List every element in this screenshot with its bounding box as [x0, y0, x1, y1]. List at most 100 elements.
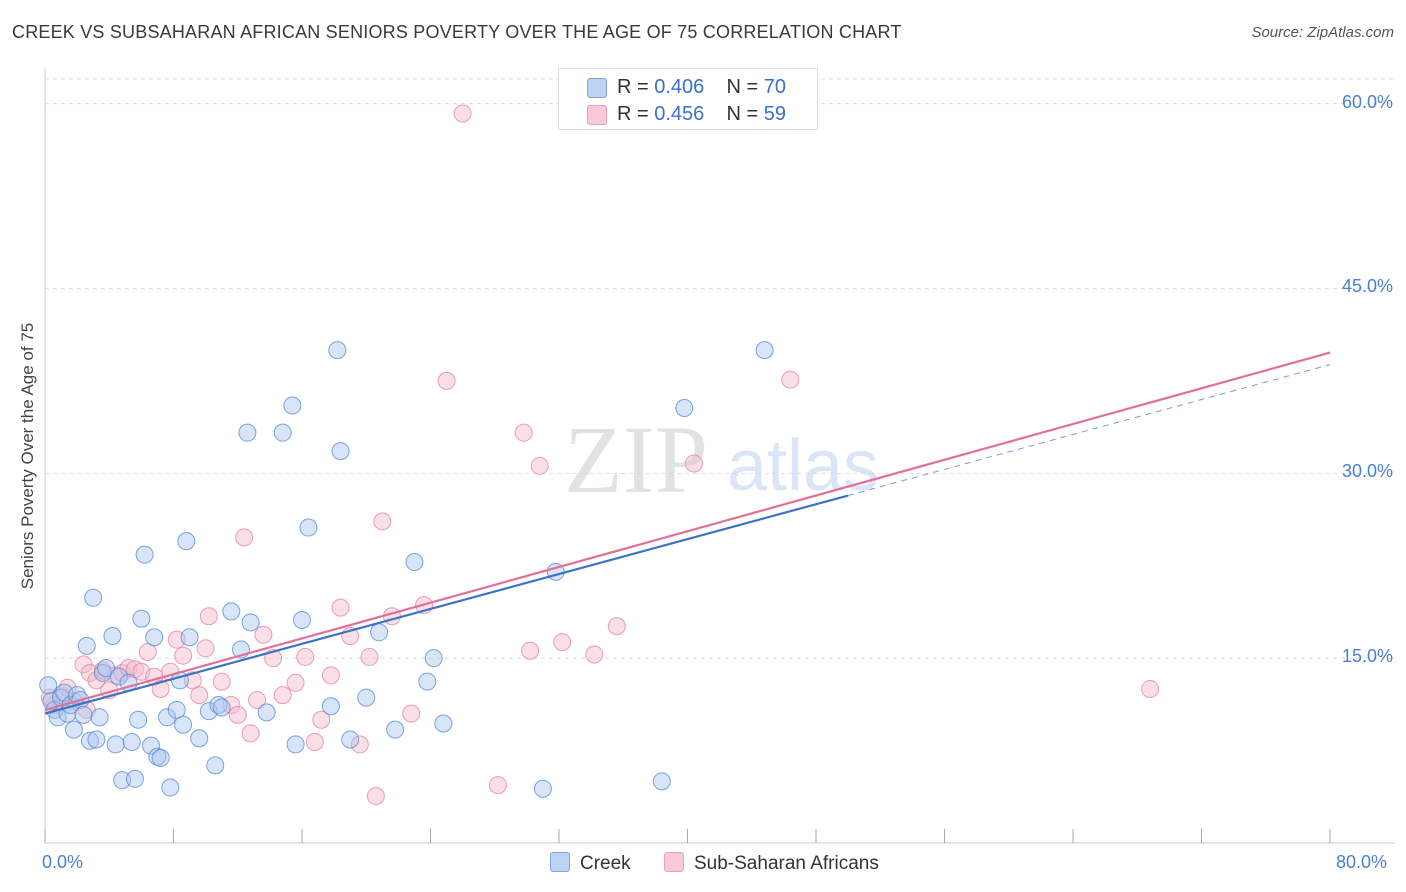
data-point-ssa [530, 456, 549, 475]
data-point-creek [48, 708, 67, 727]
data-point-creek [418, 672, 437, 691]
data-point-ssa [305, 732, 324, 751]
data-point-creek [299, 518, 318, 537]
bottom-legend-swatch-ssa [664, 852, 684, 872]
data-point-ssa [514, 423, 533, 442]
data-point-creek [755, 341, 774, 360]
data-point-creek [328, 341, 347, 360]
data-point-ssa [553, 633, 572, 652]
legend-r-ssa: 0.456 [654, 103, 705, 125]
data-point-ssa [190, 686, 209, 705]
legend-n-label: N = [726, 103, 759, 125]
data-point-ssa [402, 704, 421, 723]
data-point-creek [177, 532, 196, 551]
y-tick-label: 30.0% [1341, 461, 1393, 482]
legend-n-creek: 70 [763, 76, 787, 98]
data-point-ssa [254, 625, 273, 644]
data-point-ssa [228, 705, 247, 724]
data-point-creek [293, 610, 311, 629]
data-point-creek [151, 748, 170, 767]
data-point-ssa [196, 639, 215, 658]
data-point-creek [283, 396, 302, 415]
legend-n-label: N = [726, 76, 759, 98]
data-point-ssa [296, 647, 315, 666]
data-point-creek [145, 628, 164, 647]
data-point-creek [106, 735, 125, 754]
data-point-creek [209, 695, 228, 714]
data-point-creek [142, 736, 161, 755]
data-point-creek [84, 588, 103, 607]
data-point-ssa [174, 646, 193, 665]
data-point-ssa [331, 598, 350, 617]
series-ssa-points [40, 94, 1160, 806]
data-point-ssa [286, 673, 305, 692]
data-point-creek [77, 636, 96, 655]
bottom-legend-swatch-creek [550, 852, 570, 872]
legend-r-label: R = [617, 76, 649, 98]
legend-r-label: R = [617, 103, 649, 125]
data-point-creek [434, 714, 453, 733]
data-point-ssa [151, 679, 170, 698]
data-point-ssa [87, 671, 106, 690]
bottom-legend-label-ssa: Sub-Saharan Africans [694, 853, 879, 874]
data-point-creek [129, 710, 148, 729]
data-point-ssa [366, 787, 385, 806]
bottom-legend-label-creek: Creek [580, 853, 631, 874]
data-point-creek [357, 688, 376, 707]
data-point-creek [97, 659, 116, 678]
trend-line-creek-extension [847, 364, 1331, 496]
trend-line-ssa [44, 351, 1331, 711]
data-point-creek [158, 708, 177, 727]
bottom-legend-creek: Creek [550, 852, 631, 875]
data-point-ssa [607, 617, 626, 636]
data-point-ssa [373, 512, 392, 531]
data-point-ssa [1141, 679, 1160, 698]
data-point-ssa [521, 641, 540, 660]
data-point-creek [161, 778, 180, 797]
y-tick-label: 15.0% [1341, 646, 1393, 667]
data-point-creek [652, 772, 671, 791]
data-point-ssa [199, 607, 218, 626]
data-point-ssa [437, 371, 456, 390]
data-point-ssa [235, 528, 254, 547]
y-tick-label: 45.0% [1341, 276, 1393, 297]
data-point-creek [90, 708, 109, 727]
data-point-ssa [321, 666, 340, 685]
data-point-creek [206, 756, 225, 775]
data-point-ssa [585, 645, 604, 664]
data-point-creek [113, 771, 132, 790]
data-point-ssa [488, 776, 507, 795]
data-point-creek [132, 609, 151, 628]
data-point-creek [190, 729, 209, 748]
data-point-creek [370, 623, 389, 642]
series-creek-points [39, 341, 774, 798]
data-point-ssa [312, 710, 331, 729]
data-point-ssa [248, 691, 267, 710]
watermark-zip: ZIP [564, 406, 708, 513]
data-point-creek [109, 667, 128, 686]
data-point-creek [331, 442, 350, 461]
data-point-creek [64, 720, 83, 739]
trend-lines [44, 351, 1331, 715]
data-point-ssa [350, 735, 369, 754]
bottom-legend-ssa: Sub-Saharan Africans [664, 852, 879, 875]
data-point-ssa [382, 607, 401, 626]
data-point-creek [238, 423, 257, 442]
trend-line-creek [44, 494, 849, 715]
data-point-creek [386, 720, 405, 739]
data-point-ssa [212, 672, 231, 691]
data-point-creek [74, 705, 93, 724]
data-point-creek [222, 602, 241, 621]
data-point-creek [180, 628, 199, 647]
legend-swatch-ssa [587, 105, 607, 125]
data-point-creek [174, 715, 193, 734]
legend-r-creek: 0.406 [654, 76, 705, 98]
data-point-creek [122, 732, 141, 751]
data-point-creek [212, 698, 231, 717]
data-point-ssa [684, 454, 703, 473]
data-point-creek [87, 730, 106, 749]
chart-title: CREEK VS SUBSAHARAN AFRICAN SENIORS POVE… [12, 22, 902, 42]
data-point-creek [321, 697, 340, 716]
data-point-ssa [273, 686, 292, 705]
